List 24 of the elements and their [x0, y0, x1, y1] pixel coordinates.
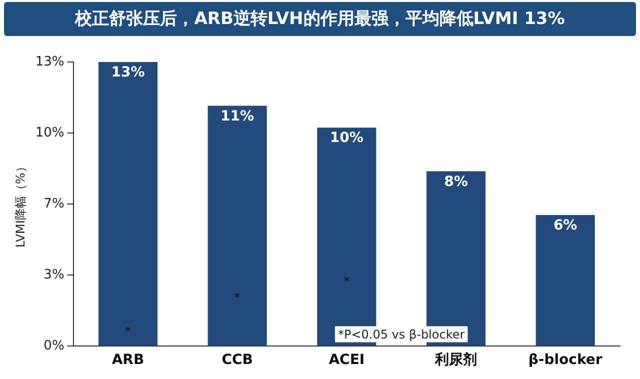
y-tick-label: 7%: [44, 196, 64, 212]
bar: [536, 215, 595, 346]
data-label: 10%: [330, 130, 364, 146]
x-tick-label: ARB: [112, 352, 144, 368]
annotation: *: [234, 290, 240, 304]
data-label: 8%: [444, 174, 468, 190]
bar: [98, 62, 158, 346]
bar: [208, 106, 267, 346]
data-label: 6%: [553, 218, 578, 234]
data-label: 13%: [111, 64, 145, 81]
data-label: 11%: [220, 108, 254, 124]
x-tick-label: β-blocker: [528, 352, 602, 368]
x-tick-label: 利尿剂: [434, 351, 477, 368]
y-tick-label: 10%: [35, 125, 64, 140]
x-tick-label: ACEI: [328, 352, 365, 368]
annotation: *P<0.05 vs β-blocker: [338, 327, 465, 342]
y-tick-label: 13%: [35, 54, 64, 70]
chart-title: 校正舒张压后，ARB逆转LVH的作用最强，平均降低LVMI 13%: [4, 2, 636, 36]
annotation: *: [124, 324, 131, 338]
y-tick-label: 0%: [44, 338, 64, 354]
x-tick-label: CCB: [222, 352, 253, 368]
y-tick-label: 3%: [44, 268, 64, 283]
annotation: *: [344, 274, 350, 288]
y-axis-title: LVMI降幅（%）: [13, 160, 28, 248]
